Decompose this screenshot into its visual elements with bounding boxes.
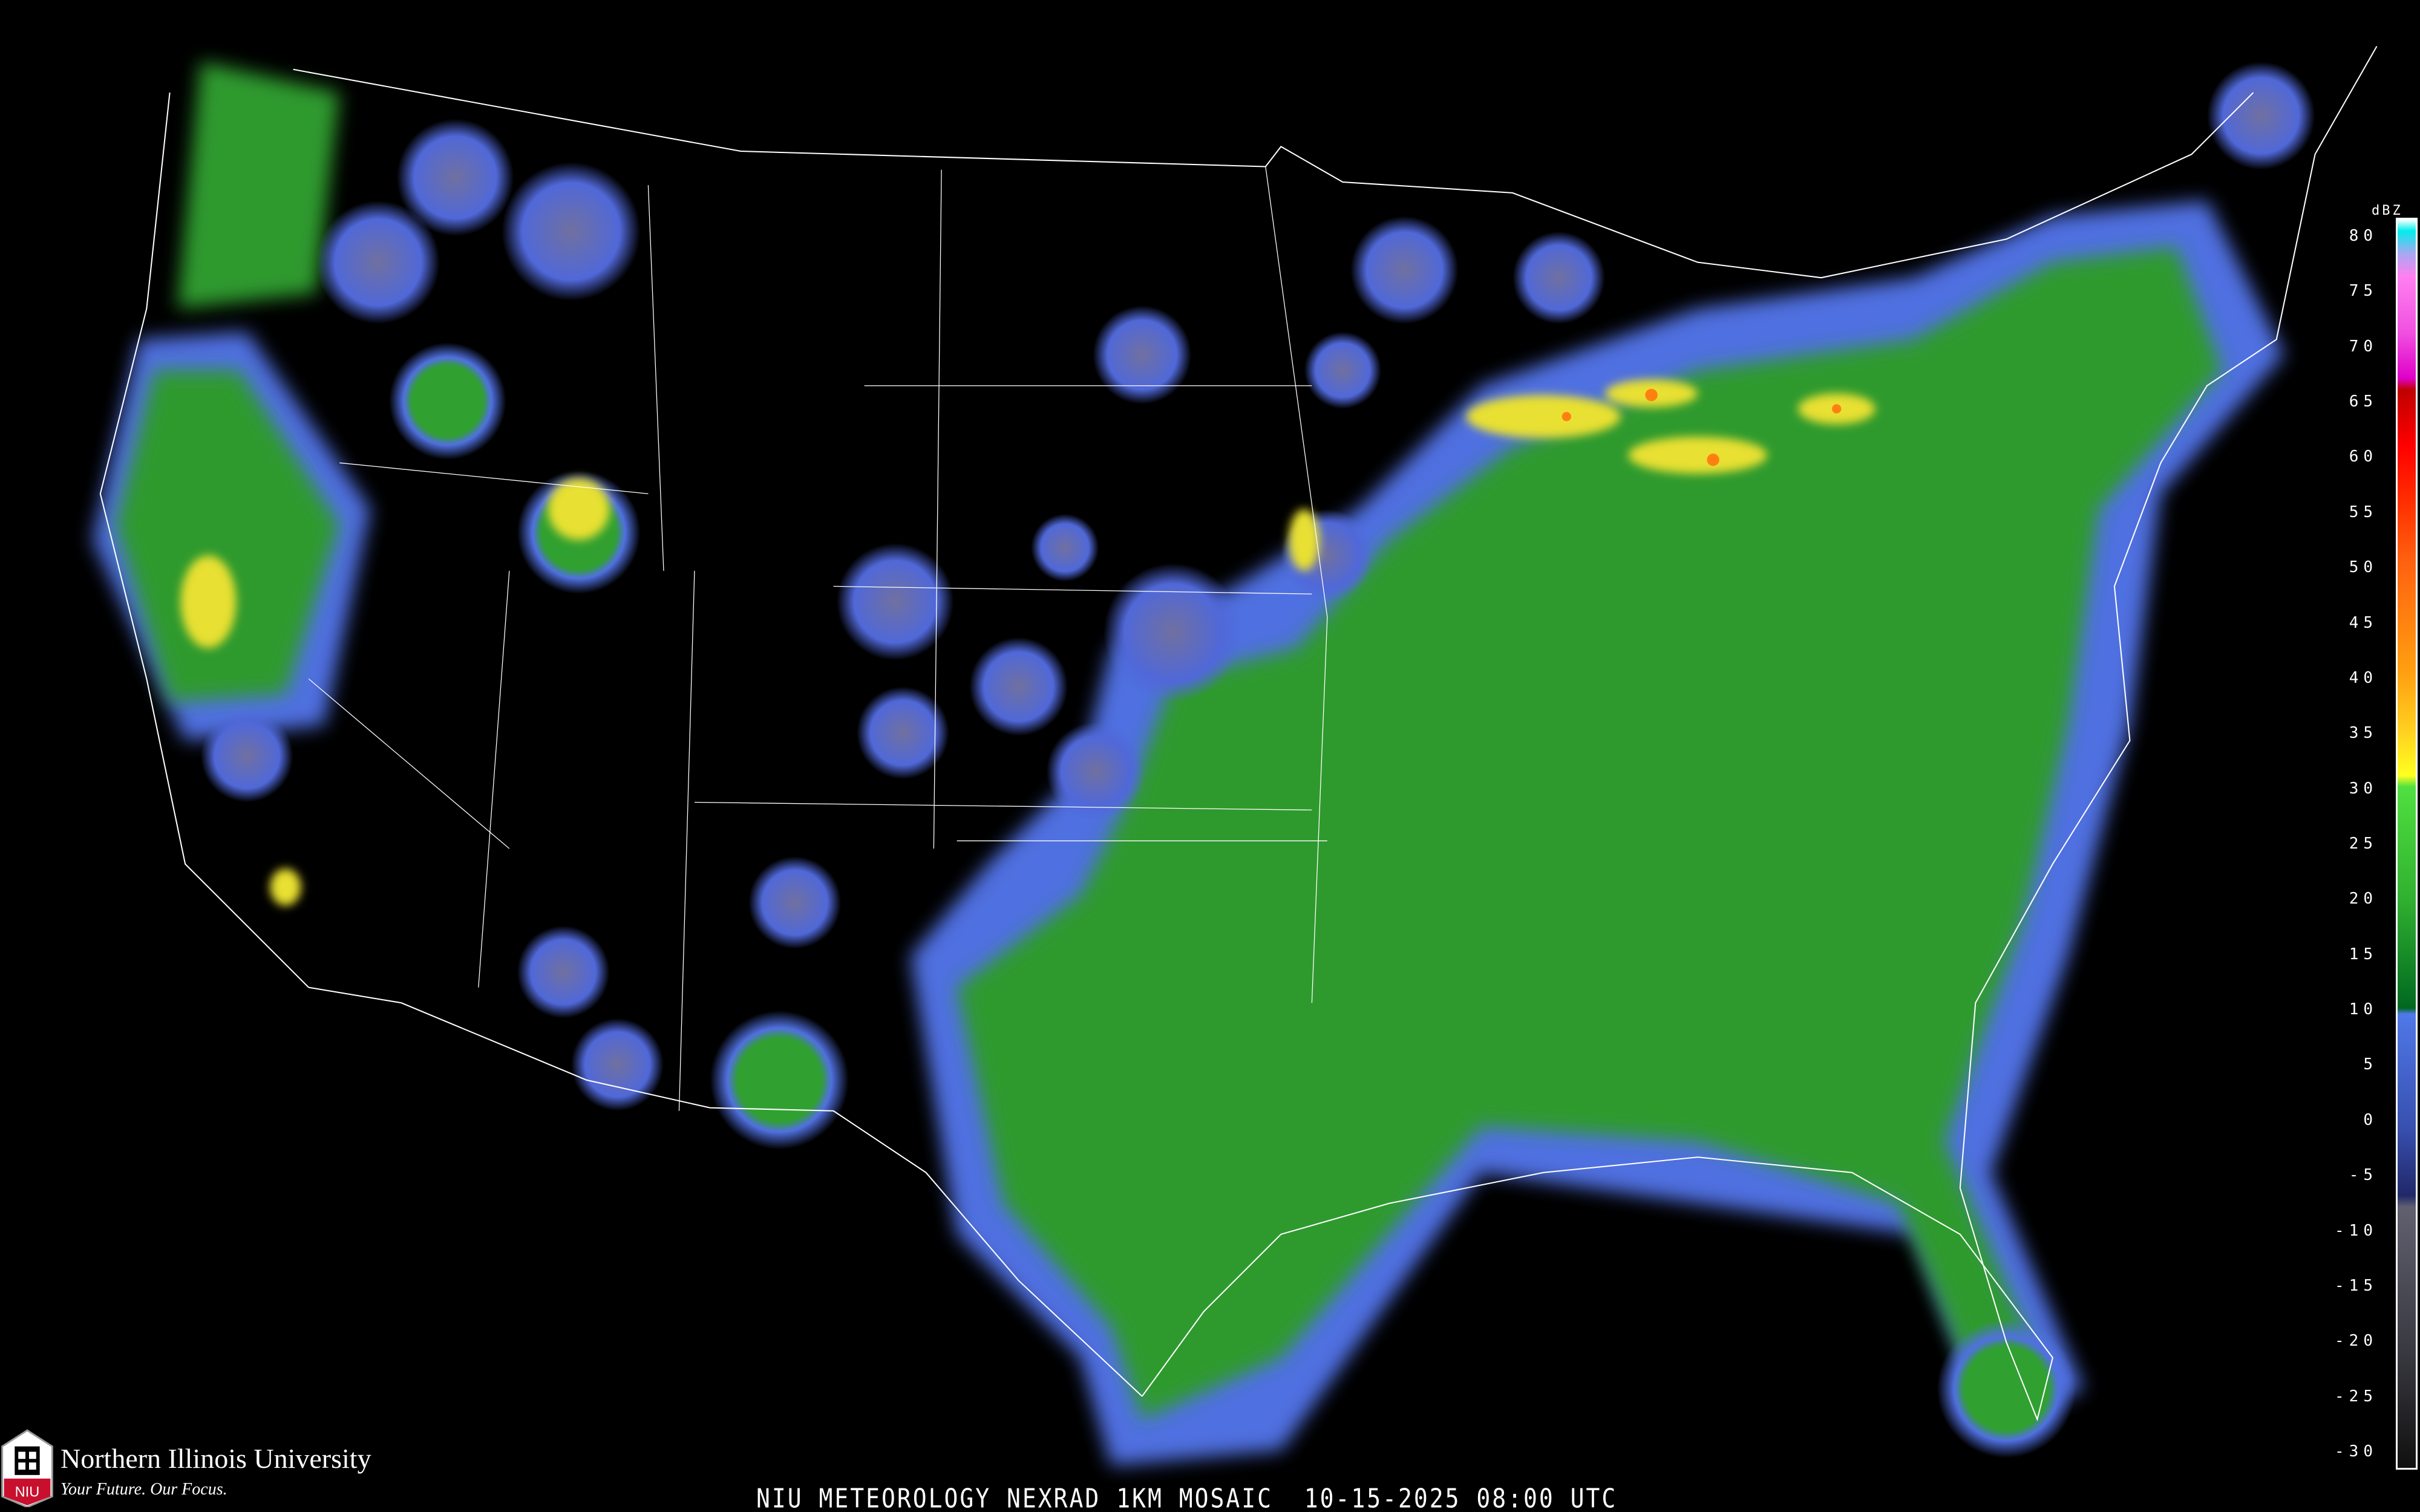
boundaries xyxy=(99,46,2378,1422)
legend-tick-label: -15 xyxy=(2335,1276,2378,1295)
legend-tick-label: 25 xyxy=(2349,835,2378,853)
intense-cores xyxy=(1562,388,1842,466)
color-scale-bar xyxy=(2398,220,2416,1468)
legend-tick-label: 0 xyxy=(2363,1110,2378,1129)
niu-logo-icon: NIU xyxy=(1,1429,53,1507)
legend-tick-label: 15 xyxy=(2349,945,2378,963)
legend-tick-label: 45 xyxy=(2349,613,2378,632)
legend-tick-label: -5 xyxy=(2349,1166,2378,1185)
west-coastline xyxy=(99,92,309,988)
legend-unit-label: dBZ xyxy=(2372,203,2403,218)
legend-tick-label: 80 xyxy=(2349,227,2378,245)
washington-green xyxy=(177,62,340,309)
heavy-rain-cells xyxy=(180,379,1876,906)
legend-tick-label: 35 xyxy=(2349,724,2378,743)
map-title: NIU METEOROLOGY NEXRAD 1KM MOSAIC 10-15-… xyxy=(756,1483,1618,1512)
state-lines xyxy=(308,166,1328,1111)
legend-tick-label: 40 xyxy=(2349,668,2378,687)
legend-tick-label: 20 xyxy=(2349,890,2378,908)
reflectivity-color-scale xyxy=(2396,218,2418,1470)
us-mexico-border xyxy=(309,986,1143,1397)
legend-tick-label: -25 xyxy=(2335,1387,2378,1406)
legend-tick-label: 5 xyxy=(2363,1055,2378,1074)
west-coast-green xyxy=(116,370,340,702)
legend-tick-label: 50 xyxy=(2349,558,2378,577)
us-canada-border xyxy=(293,68,2254,279)
legend-tick-label: 75 xyxy=(2349,282,2378,301)
legend-tick-label: 65 xyxy=(2349,393,2378,411)
legend-tick-label: 60 xyxy=(2349,448,2378,466)
university-tagline: Your Future. Our Focus. xyxy=(60,1480,227,1499)
legend-tick-label: 10 xyxy=(2349,1000,2378,1019)
legend-tick-label: 70 xyxy=(2349,337,2378,356)
gulf-coastline xyxy=(1141,1156,2053,1422)
east-precip-green xyxy=(957,247,2223,1419)
legend-tick-label: -30 xyxy=(2335,1442,2378,1461)
legend-tick-label: -10 xyxy=(2335,1221,2378,1240)
precipitation-echoes xyxy=(93,62,2315,1466)
svg-text:NIU: NIU xyxy=(15,1484,40,1500)
east-coastline xyxy=(1959,46,2378,1188)
legend-tick-label: 30 xyxy=(2349,779,2378,798)
legend-tick-label: -20 xyxy=(2335,1332,2378,1351)
university-name: Northern Illinois University xyxy=(60,1443,371,1474)
legend-tick-label: 55 xyxy=(2349,503,2378,521)
